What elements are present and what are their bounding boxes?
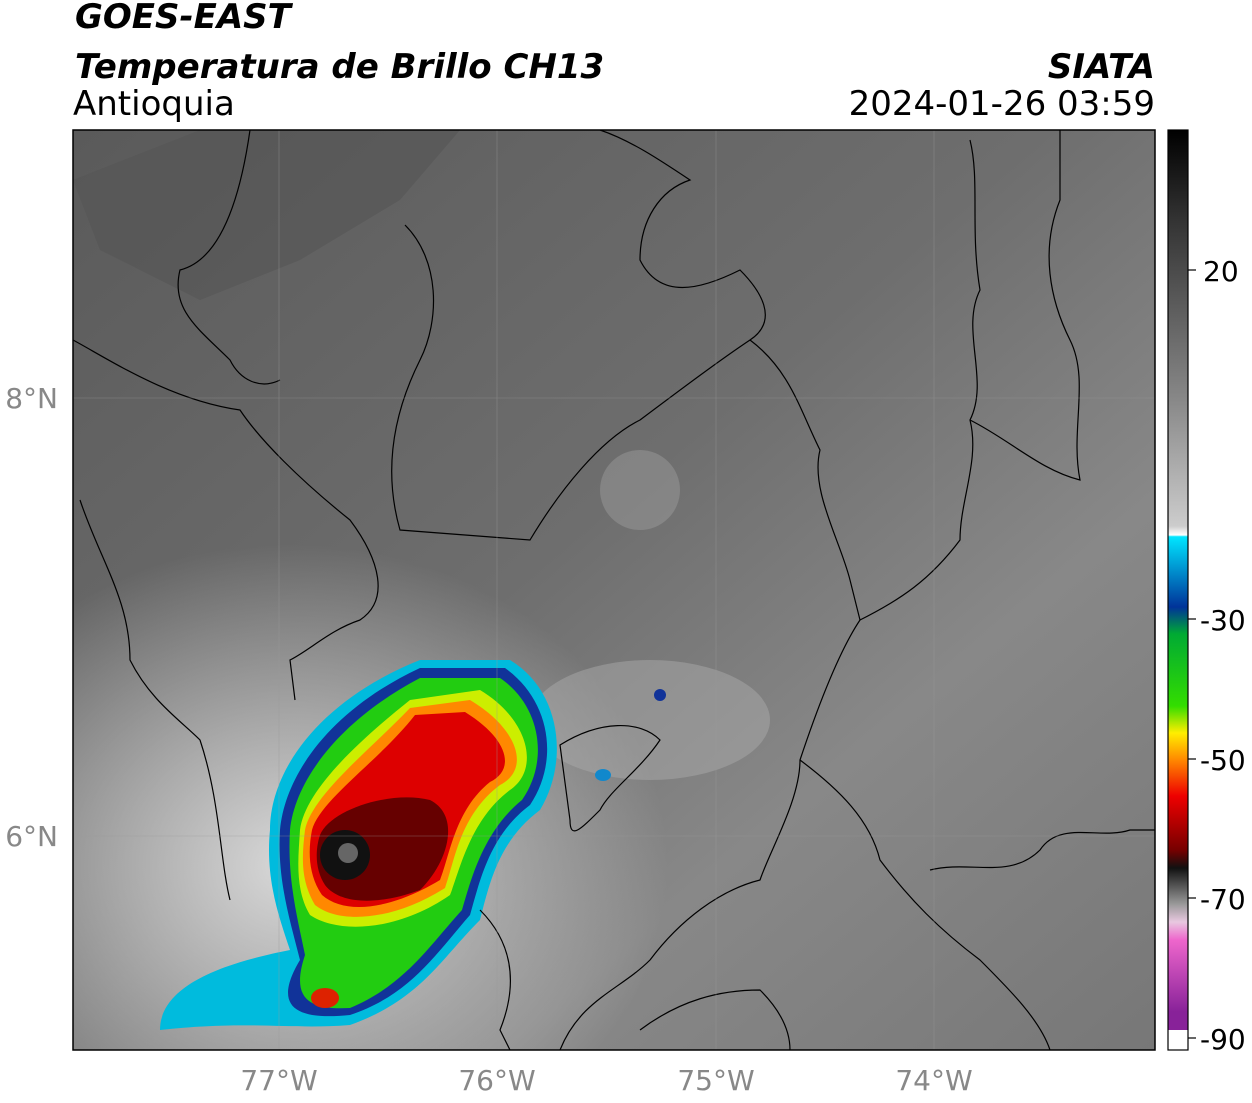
lat-label: 8°N — [5, 382, 58, 415]
title: GOES-EAST — [75, 0, 294, 37]
colorbar: 20 -30 -50 -70 -90 — [1167, 129, 1246, 1056]
lon-label: 77°W — [240, 1064, 317, 1097]
colorbar-tick-label: -90 — [1200, 1023, 1246, 1056]
map-frame — [72, 129, 1156, 1051]
datetime: 2024-01-26 03:59 — [849, 84, 1155, 124]
subtitle: Temperatura de Brillo CH13 — [75, 47, 604, 87]
colorbar-tick-label: -30 — [1200, 604, 1246, 637]
region: Antioquia — [73, 84, 235, 124]
colorbar-tick-label: 20 — [1203, 255, 1239, 288]
lon-label: 75°W — [677, 1064, 754, 1097]
colorbar-tick-label: -70 — [1200, 883, 1246, 916]
map — [73, 130, 1155, 1050]
colorbar-tick-label: -50 — [1200, 744, 1246, 777]
source: SIATA — [1048, 47, 1155, 87]
lon-label: 74°W — [895, 1064, 972, 1097]
lon-label: 76°W — [458, 1064, 535, 1097]
lat-label: 6°N — [5, 820, 58, 853]
